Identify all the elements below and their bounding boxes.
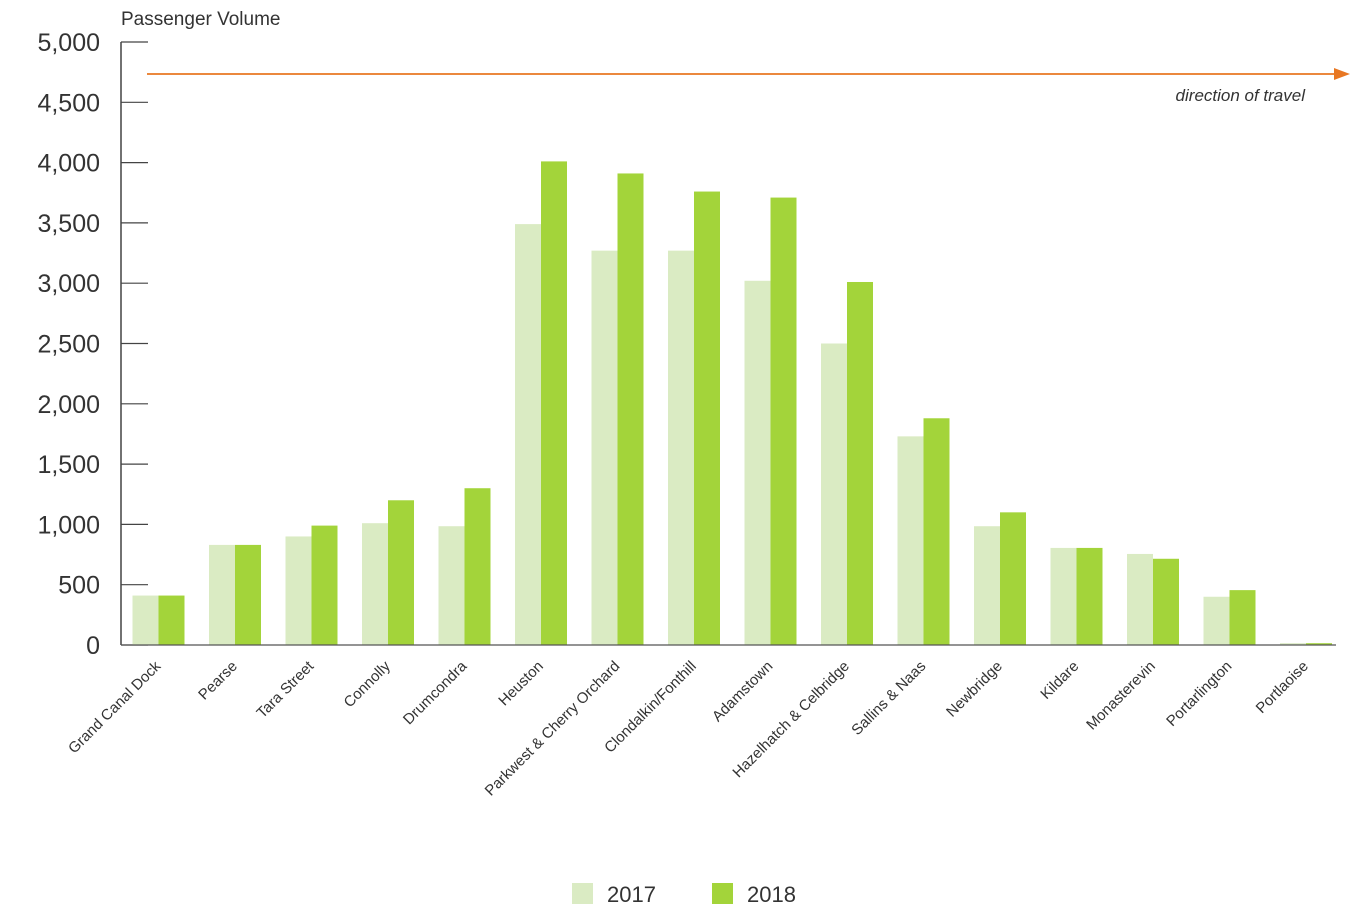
bar-2018	[1229, 590, 1256, 645]
x-tick-label: Portlaoise	[1253, 658, 1312, 717]
bar-2017	[1050, 547, 1077, 645]
y-tick-label: 2,000	[37, 391, 100, 419]
bar-2017	[285, 536, 312, 645]
legend-swatch-2017	[572, 883, 593, 904]
bar-2017	[1203, 596, 1230, 645]
y-tick-label: 1,500	[37, 451, 100, 479]
x-tick-label: Adamstown	[709, 658, 776, 725]
x-tick-label: Grand Canal Dock	[65, 657, 165, 757]
y-tick-label: 0	[86, 632, 100, 660]
bar-2018	[311, 525, 338, 645]
bar-2017	[515, 224, 541, 645]
bar-2017	[362, 523, 388, 645]
x-tick-label: Heuston	[495, 658, 547, 710]
legend-label-2018: 2018	[747, 882, 796, 907]
bar-2018	[770, 197, 797, 645]
bar-2017	[744, 280, 771, 645]
bar-2018	[847, 281, 873, 645]
bar-2017	[209, 544, 235, 645]
bar-2018	[694, 191, 720, 645]
y-tick-label: 1,000	[37, 511, 100, 539]
bar-2017	[1280, 643, 1306, 645]
bar-2018	[158, 595, 185, 645]
y-tick-label: 4,500	[37, 89, 100, 117]
bar-2018	[1153, 558, 1179, 645]
x-tick-label: Monasterevin	[1083, 658, 1159, 734]
direction-arrow-head	[1334, 68, 1350, 80]
x-tick-label: Newbridge	[943, 658, 1006, 721]
legend-label-2017: 2017	[607, 882, 656, 907]
y-tick-label: 3,000	[37, 270, 100, 298]
bar-2017	[668, 250, 694, 645]
x-tick-label: Parkwest & Cherry Orchard	[482, 658, 624, 800]
y-tick-label: 5,000	[37, 29, 100, 57]
bar-2018	[464, 488, 491, 645]
bar-2018	[1076, 547, 1103, 645]
x-tick-label: Tara Street	[253, 657, 317, 721]
bar-2017	[897, 436, 924, 645]
x-tick-label: Pearse	[195, 658, 241, 704]
bar-2017	[591, 250, 618, 645]
bar-2017	[132, 595, 159, 645]
x-ticks: Grand Canal Dock Pearse Tara Street Connoll…	[65, 657, 1312, 799]
y-axis-label: Passenger Volume	[121, 9, 281, 30]
bar-2018	[388, 500, 414, 645]
y-tick-label: 4,000	[37, 150, 100, 178]
bar-2018	[617, 173, 644, 646]
legend: 2017 2018	[572, 882, 796, 907]
bar-2017	[974, 526, 1000, 645]
bar-2018	[923, 418, 950, 645]
y-tick-label: 3,500	[37, 210, 100, 238]
x-tick-label: Sallins & Naas	[848, 658, 929, 739]
y-tick-label: 500	[58, 572, 100, 600]
bar-2017	[821, 343, 847, 645]
x-tick-label: Drumcondra	[400, 657, 471, 728]
bars	[132, 161, 1332, 646]
legend-swatch-2018	[712, 883, 733, 904]
bar-2018	[1000, 512, 1026, 645]
bar-2018	[235, 544, 261, 645]
bar-2018	[1306, 643, 1332, 645]
y-ticks: 0 500 1,000 1,500 2,000 2,500 3,000 3,500 4,000 4…	[37, 29, 148, 660]
bar-2017	[438, 526, 465, 645]
x-tick-label: Connolly	[341, 657, 395, 711]
x-tick-label: Portarlington	[1163, 658, 1235, 730]
x-tick-label: Kildare	[1037, 658, 1082, 703]
bar-2018	[541, 161, 567, 646]
direction-annotation: direction of travel	[147, 68, 1350, 105]
bar-2017	[1127, 553, 1153, 645]
y-tick-label: 2,500	[37, 331, 100, 359]
direction-of-travel-text: direction of travel	[1176, 86, 1307, 105]
